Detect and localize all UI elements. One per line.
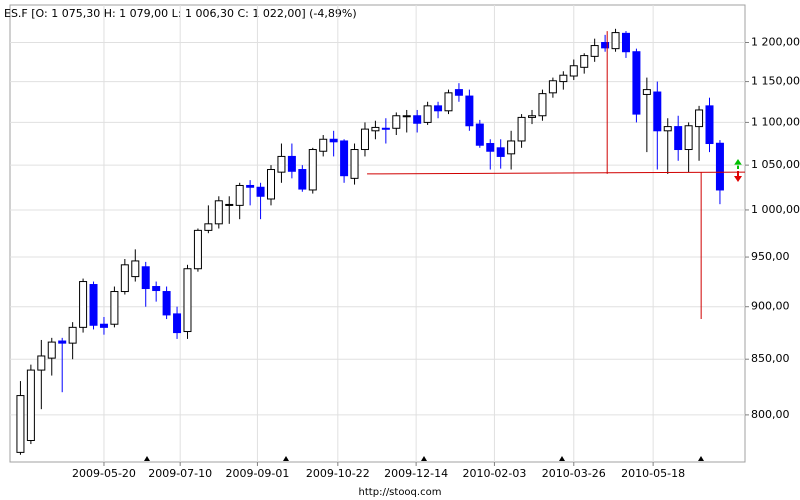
candle-body [621,32,630,53]
candle-body [89,284,98,326]
candle-body [68,326,77,344]
y-tick-label: 900,00 [751,300,790,313]
candle-body [580,55,589,68]
candle-body [308,149,317,191]
candle-body [193,229,202,270]
candle-body [674,126,683,151]
candle-body [79,281,88,328]
arrow-down [734,176,742,182]
candle-body [528,115,537,118]
x-tick-label: 2009-09-01 [225,467,289,480]
y-tick-label: 1 050,00 [751,158,800,171]
candle-body [392,115,401,129]
x-tick-label: 2009-10-22 [306,467,370,480]
candle-body [475,123,484,146]
candle-body [340,140,349,177]
candle-body [256,186,265,197]
x-tick-label: 2009-07-10 [148,467,212,480]
candle-body [287,155,296,172]
candle-body [131,260,140,278]
y-tick-label: 850,00 [751,352,790,365]
candle-body [642,89,651,95]
marker [283,456,289,461]
arrows [734,159,742,182]
candle-body [360,128,369,151]
candle-body [152,286,161,292]
markers [144,456,704,461]
candle-body [225,203,234,206]
candle-body [434,105,443,112]
candle-body [204,223,213,231]
candle-body [26,369,35,442]
candle-body [110,291,119,325]
candle-body [601,41,610,49]
candle-body [496,147,505,157]
candle-body [684,125,693,151]
candle-body [120,264,129,293]
candle-body [162,291,171,316]
candle-body [350,149,359,179]
candle-body [413,115,422,124]
candle-body [381,127,390,130]
y-tick-label: 1 100,00 [751,115,800,128]
candle-body [653,91,662,132]
candle-body [705,105,714,145]
y-tick-label: 800,00 [751,408,790,421]
marker [559,456,565,461]
candle-body [559,74,568,83]
x-tick-label: 2009-05-20 [72,467,136,480]
candle-body [298,169,307,190]
candle-body [214,200,223,225]
candle-body [183,268,192,333]
arrow-up [734,159,742,165]
candle-body [715,142,724,191]
candle-body [548,80,557,94]
candle-body [173,313,182,334]
candle-body [590,45,599,57]
drawn-line [367,171,746,175]
marker [144,456,150,461]
candle-body [611,32,620,50]
candle-body [423,105,432,123]
candle-body [235,184,244,206]
y-tick-label: 1 000,00 [751,203,800,216]
source: http://stooq.com [359,487,442,498]
marker [698,456,704,461]
y-tick-label: 1 150,00 [751,75,800,88]
candle-body [695,109,704,128]
candle-body [267,169,276,200]
candle-body [444,92,453,112]
x-tick-label: 2010-02-03 [462,467,526,480]
candle-body [58,340,67,344]
candle-body [47,341,56,359]
candle-body [663,126,672,132]
candle-body [486,143,495,152]
candle-body [37,355,46,371]
candle-body [329,138,338,143]
candle-body [246,184,255,188]
y-tick-label: 1 200,00 [751,35,800,48]
candle-body [538,93,547,117]
x-tick-label: 2010-05-18 [621,467,685,480]
x-tick-label: 2010-03-26 [542,467,606,480]
x-tick-label: 2009-12-14 [384,467,448,480]
candle-body [16,395,25,453]
candle-body [141,266,150,290]
y-tick-label: 950,00 [751,250,790,263]
candle-body [632,51,641,115]
candle-body [507,140,516,155]
candle-body [99,323,108,328]
candle-body [465,95,474,127]
candle-body [319,138,328,152]
marker [421,456,427,461]
candle-body [454,89,463,96]
candle-body [569,65,578,77]
candle-body [517,116,526,142]
candle-body [402,115,411,118]
candle-body [277,155,286,173]
candle-body [371,126,380,132]
